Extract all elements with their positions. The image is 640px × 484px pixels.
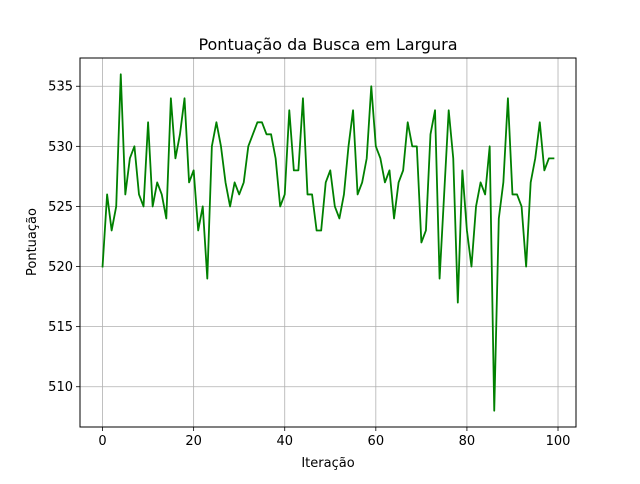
- axes: 0 20 40 60 80 100 510 515 520 525 530 535: [48, 80, 570, 449]
- x-tick-label: 80: [459, 434, 476, 449]
- y-tick-label: 535: [48, 80, 73, 95]
- plot-frame: [79, 57, 577, 428]
- x-axis-label: Iteração: [301, 456, 354, 471]
- y-tick-label: 515: [48, 320, 73, 335]
- y-tick-label: 520: [48, 260, 73, 275]
- plot-area: [80, 58, 576, 427]
- grid: [80, 58, 576, 427]
- series-line: [101, 73, 555, 412]
- y-tick-label: 525: [48, 200, 73, 215]
- y-tick-label: 510: [48, 380, 73, 395]
- x-tick-label: 40: [276, 434, 293, 449]
- y-axis-label: Pontuação: [25, 208, 40, 276]
- x-tick-label: 100: [546, 434, 571, 449]
- x-tick-label: 60: [368, 434, 385, 449]
- data-layer: [101, 73, 555, 412]
- y-tick-label: 530: [48, 140, 73, 155]
- chart-title: Pontuação da Busca em Largura: [198, 35, 457, 54]
- x-tick-label: 20: [185, 434, 202, 449]
- x-tick-label: 0: [98, 434, 106, 449]
